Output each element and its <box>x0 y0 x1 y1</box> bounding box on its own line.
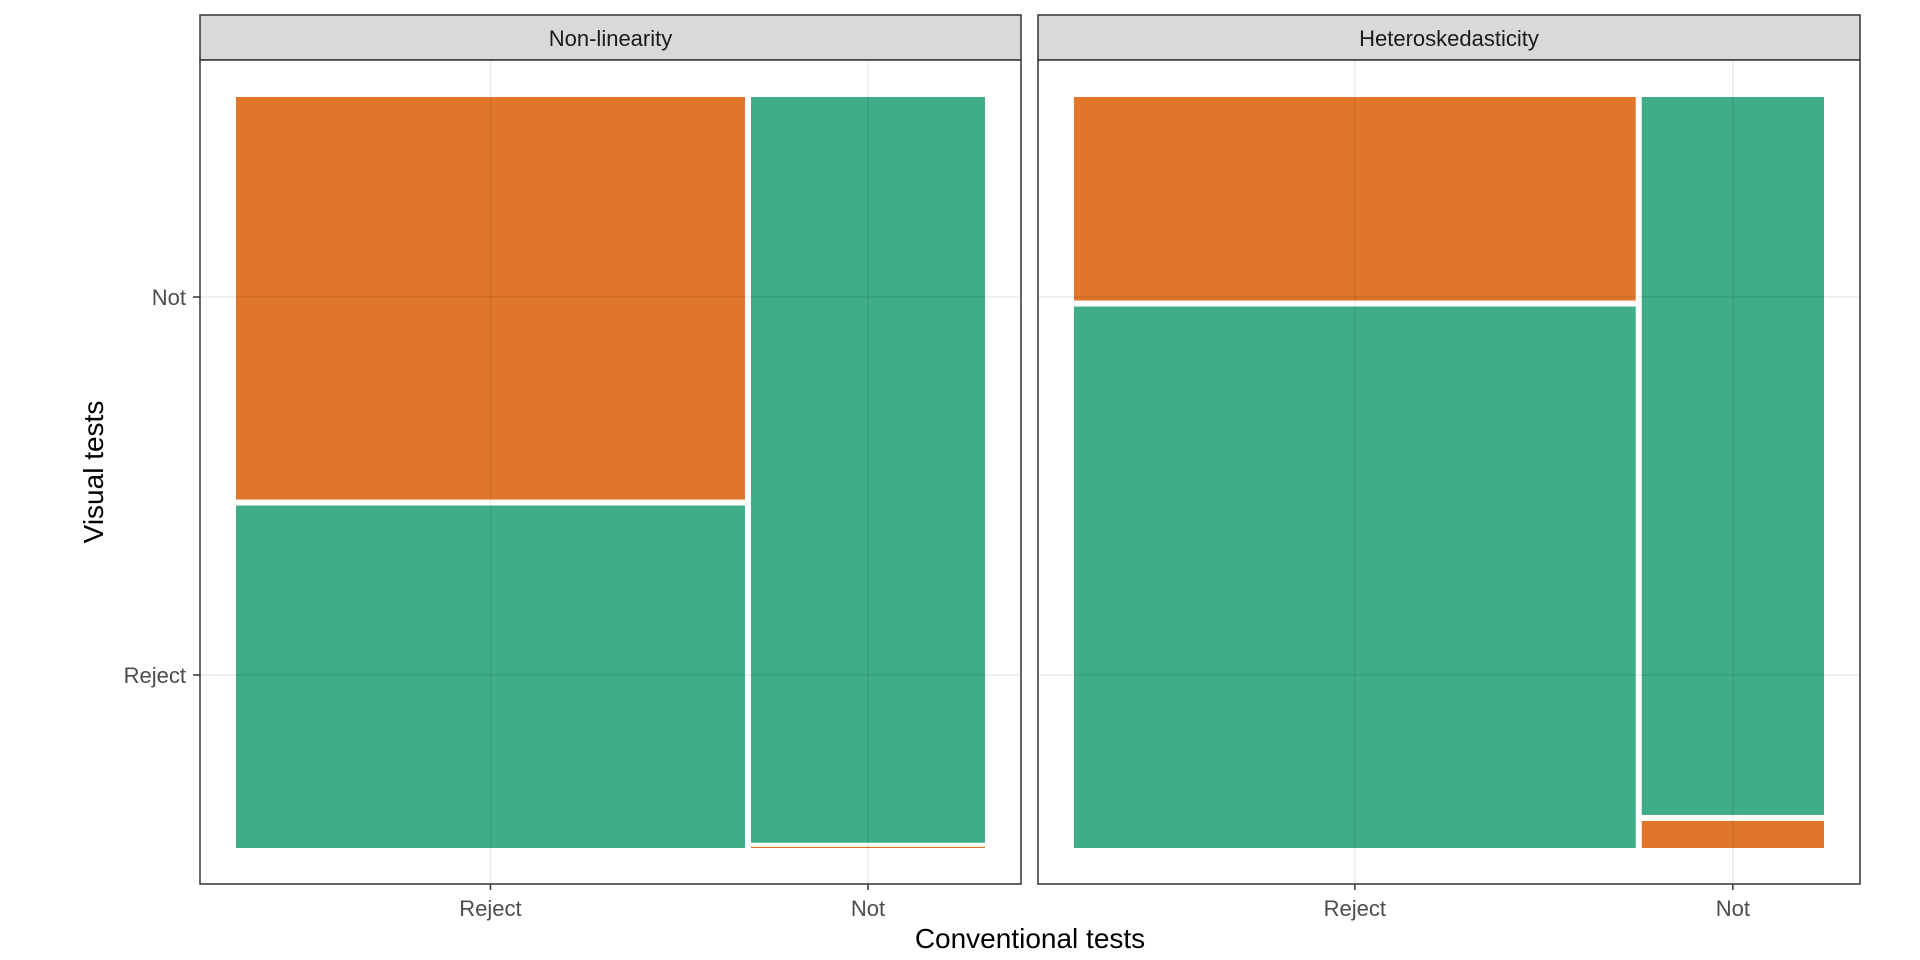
tiles <box>1074 97 1824 848</box>
tile-not-not <box>750 97 985 843</box>
tile-reject-not <box>1074 97 1636 301</box>
tile-not-not <box>1641 97 1824 815</box>
x-tick-label: Not <box>851 896 885 921</box>
y-axis-title: Visual tests <box>78 401 109 544</box>
tile-reject-reject <box>236 505 745 848</box>
facet-strip-label: Non-linearity <box>549 26 673 51</box>
tile-reject-reject <box>1074 306 1636 848</box>
tile-not-reject <box>750 846 985 848</box>
facet-strip <box>199 14 1022 61</box>
facet-panel-1: Non-linearity <box>199 14 1022 885</box>
x-axis-title: Conventional tests <box>915 923 1145 954</box>
facet-panel-2: Heteroskedasticity <box>1037 14 1861 885</box>
panels-layer: Non-linearity Heteroskedasticity <box>199 14 1861 885</box>
tile-reject-not <box>236 97 745 500</box>
y-tick-label: Reject <box>124 663 186 688</box>
y-axis: Reject Not <box>124 285 200 688</box>
tiles <box>236 97 985 848</box>
x-tick-label: Reject <box>1324 896 1386 921</box>
x-axis: Reject Not Reject Not <box>459 884 1750 921</box>
facet-strip-label: Heteroskedasticity <box>1359 26 1539 51</box>
y-tick-label: Not <box>152 285 186 310</box>
x-tick-label: Not <box>1716 896 1750 921</box>
x-tick-label: Reject <box>459 896 521 921</box>
gridlines <box>1038 60 1860 884</box>
gridlines <box>200 60 1021 884</box>
tile-not-reject <box>1641 820 1824 848</box>
panel-border <box>1037 59 1861 885</box>
panel-border <box>199 59 1022 885</box>
